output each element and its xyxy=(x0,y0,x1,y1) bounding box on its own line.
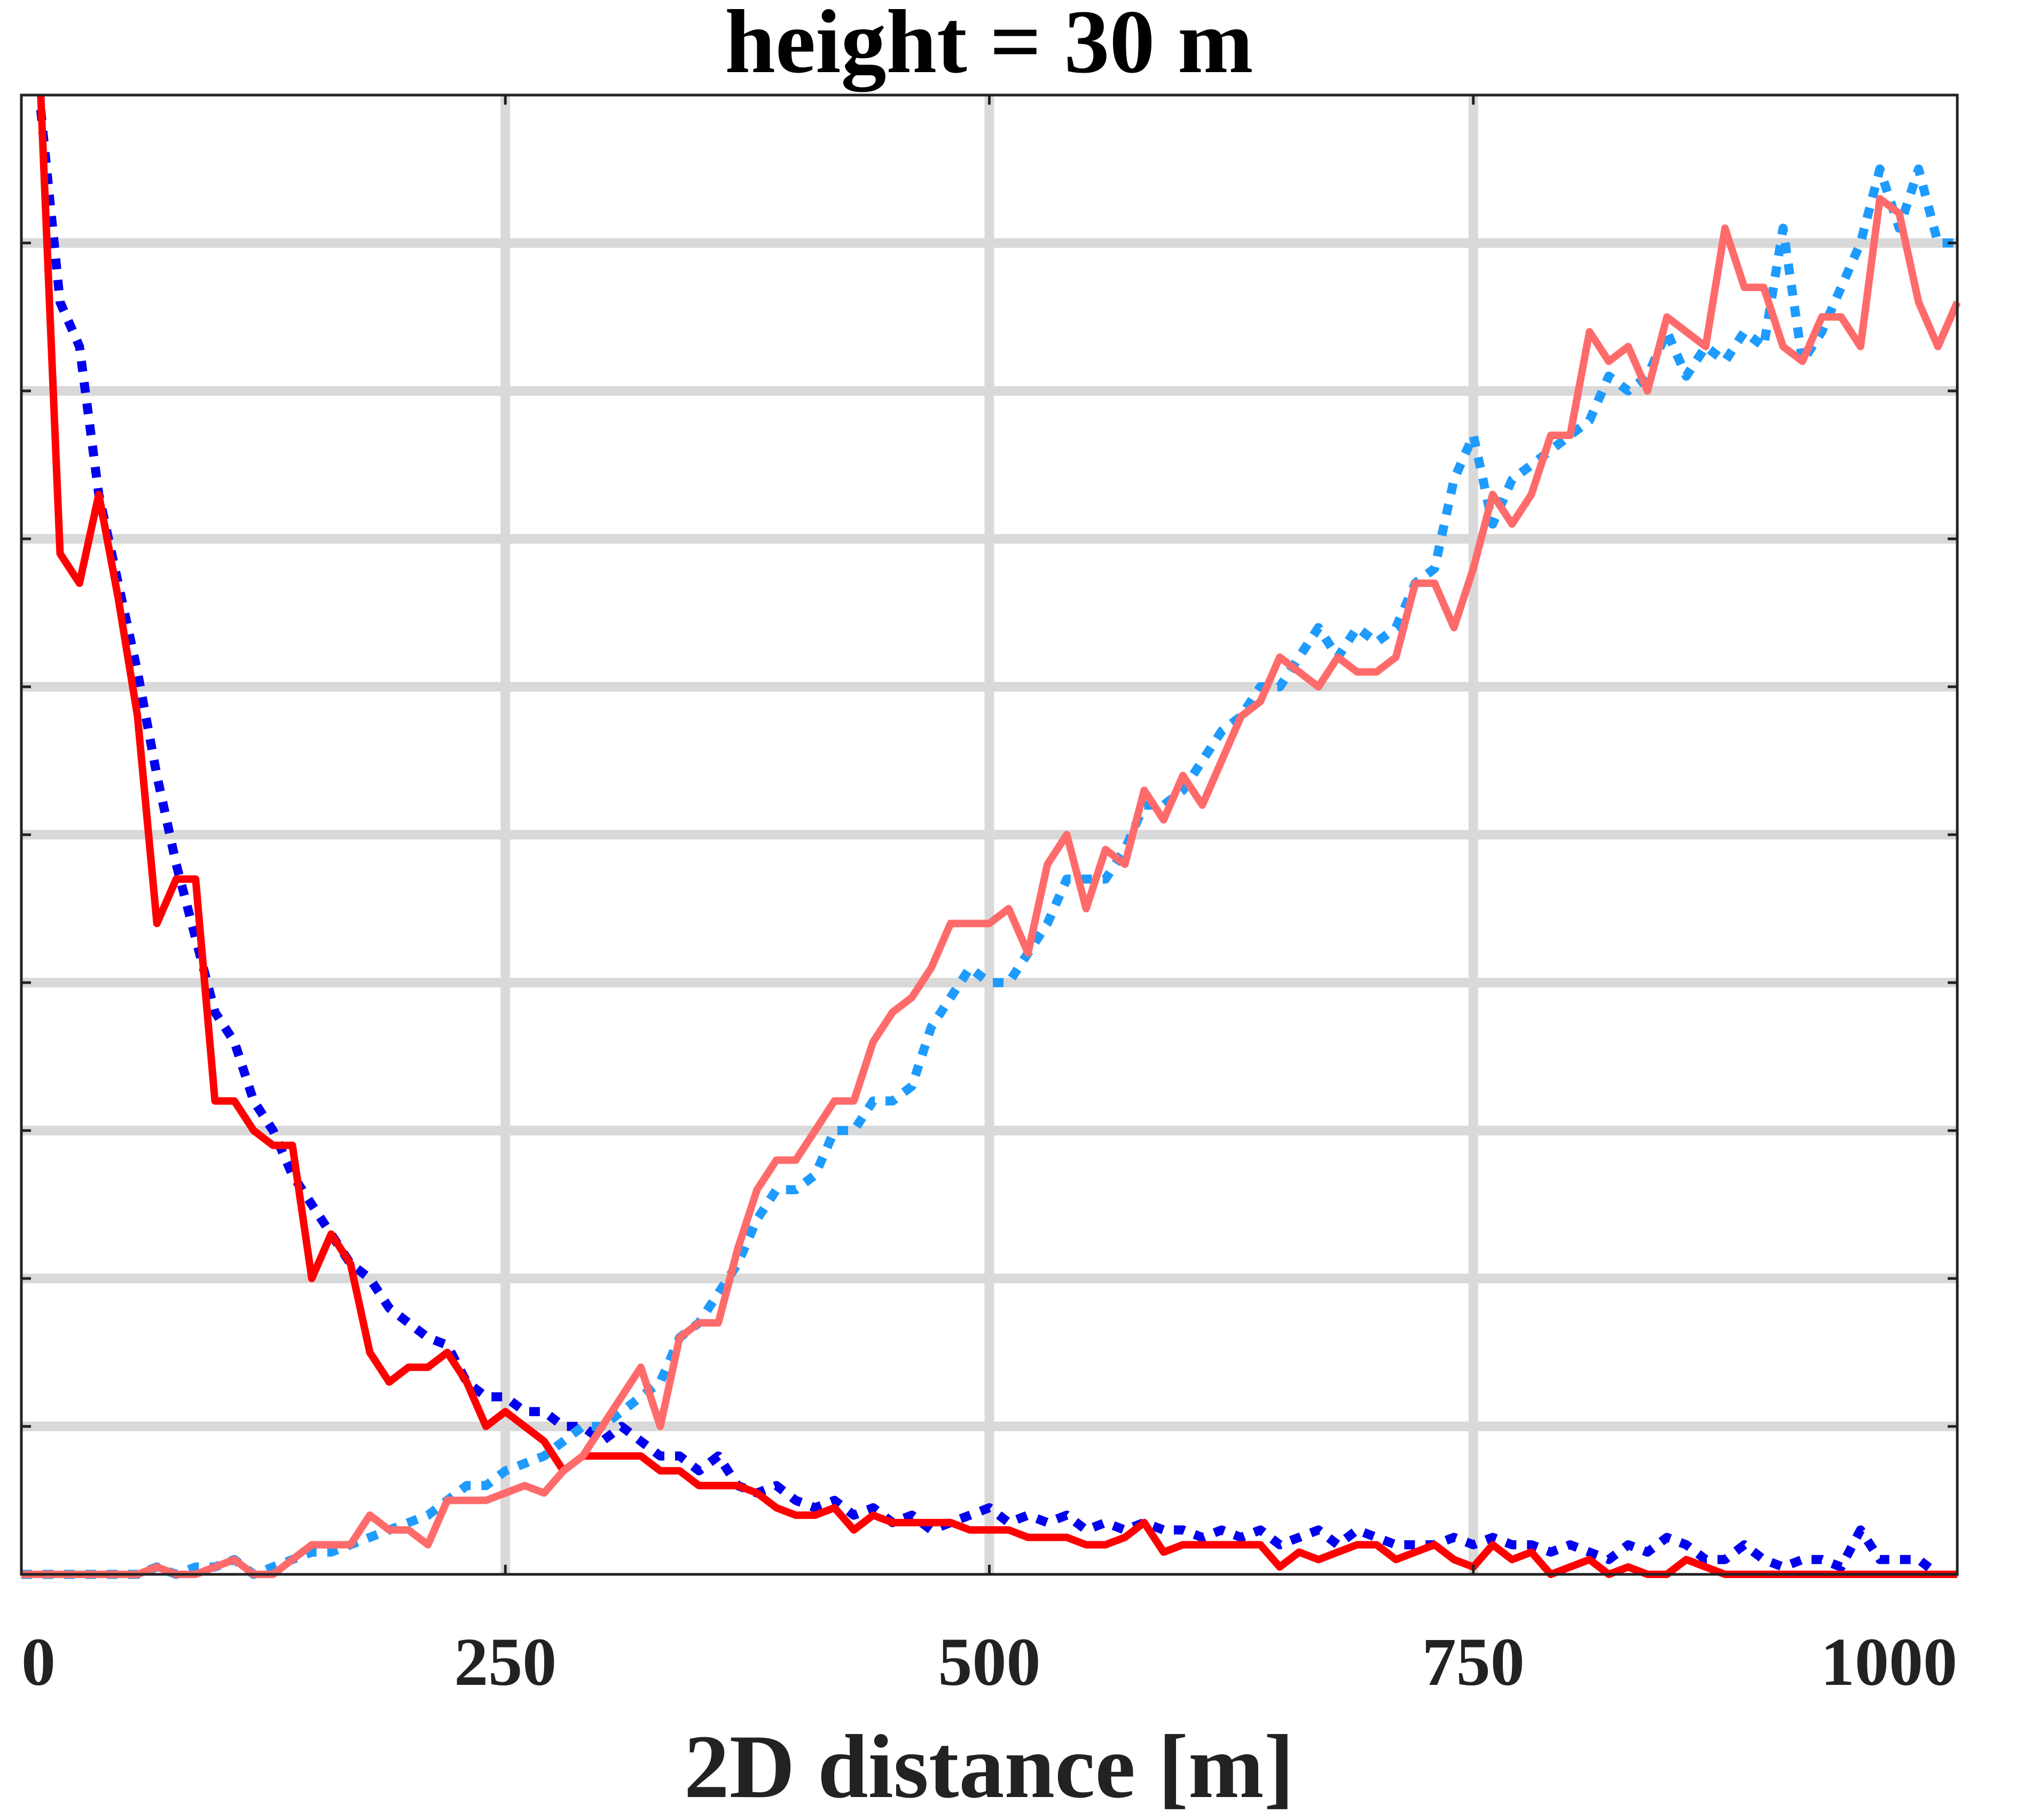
axis-ticks: 0 250 500 750 1000 xyxy=(20,95,1959,1700)
grid xyxy=(21,95,1957,1574)
x-tick-label: 250 xyxy=(454,1624,556,1700)
x-tick-label: 0 xyxy=(21,1624,56,1700)
series-line-2 xyxy=(37,95,1957,1578)
chart-title: height = 30 m xyxy=(725,0,1253,92)
x-tick-label: 500 xyxy=(938,1624,1041,1700)
series-line-4 xyxy=(21,194,1961,1578)
x-tick-label: 1000 xyxy=(1821,1624,1957,1700)
x-axis-label: 2D distance [m] xyxy=(684,1716,1295,1817)
x-tick-label: 750 xyxy=(1422,1624,1525,1700)
series-line-1 xyxy=(36,109,1941,1578)
series-lines xyxy=(21,95,1961,1579)
